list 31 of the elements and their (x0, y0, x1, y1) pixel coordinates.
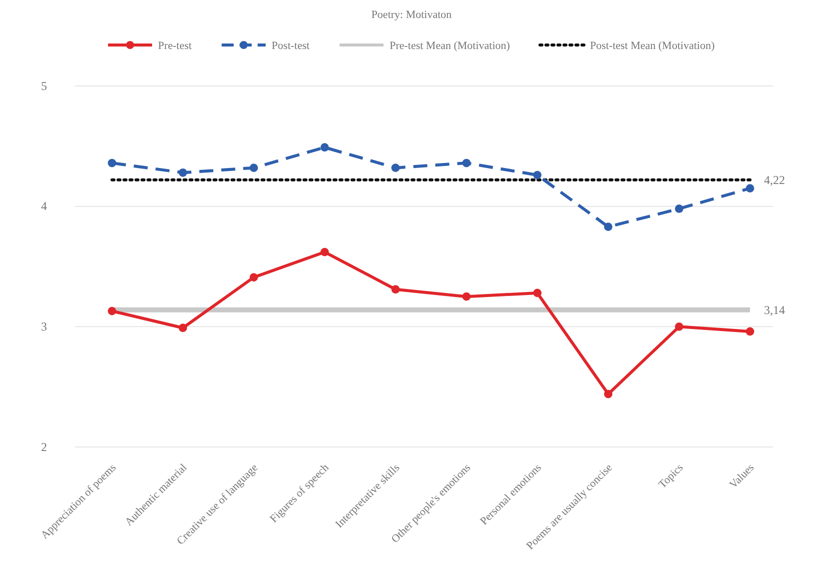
legend-label: Pre-test Mean (Motivation) (390, 40, 510, 52)
y-tick-label: 2 (41, 440, 47, 454)
point (674, 204, 684, 213)
point (178, 168, 188, 177)
point (108, 306, 116, 316)
point (462, 292, 471, 301)
point (533, 288, 542, 298)
legend-label: Post-test Mean (Motivation) (590, 40, 715, 52)
y-tick-label: 4 (41, 199, 47, 214)
point (674, 322, 684, 331)
point (250, 164, 258, 172)
point (391, 164, 400, 172)
point (320, 248, 329, 256)
chart-title: Poetry: Motivaton (371, 9, 452, 21)
y-tick-label: 3 (41, 320, 47, 334)
point (178, 324, 188, 332)
point (320, 143, 329, 152)
point (250, 273, 258, 282)
point (391, 285, 400, 294)
point (746, 327, 754, 336)
legend-label: Post-test (272, 40, 310, 52)
y-tick-label: 5 (41, 78, 47, 93)
point (604, 390, 612, 398)
point (462, 158, 471, 168)
point (746, 184, 754, 192)
legend-label: Pre-test (158, 40, 192, 52)
data-label: 3,14 (764, 302, 785, 317)
point (604, 222, 612, 231)
point (108, 158, 116, 168)
data-label: 4,22 (764, 172, 785, 187)
point (533, 170, 542, 180)
